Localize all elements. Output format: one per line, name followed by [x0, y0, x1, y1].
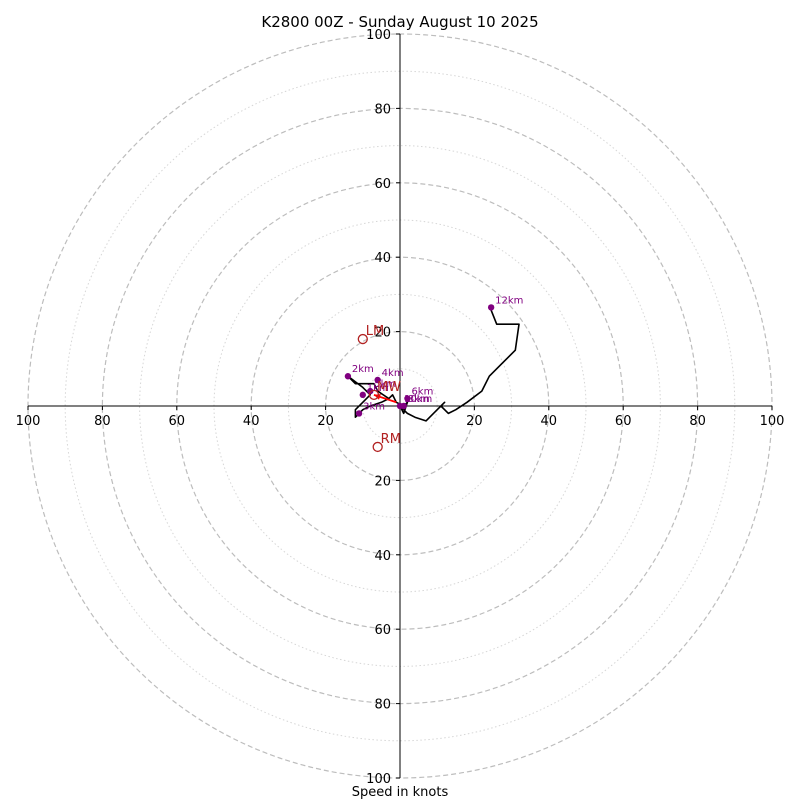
y-tick-label: 20	[374, 474, 391, 489]
storm-motion-label-lm: LM	[366, 324, 384, 339]
height-label-6km: 6km	[411, 387, 433, 398]
height-marker-3km	[355, 410, 363, 417]
height-marker-10km	[396, 402, 404, 410]
chart-title: K2800 00Z - Sunday August 10 2025	[261, 13, 538, 31]
storm-motion-label-rm: RM	[381, 432, 401, 447]
x-tick-label: 80	[689, 414, 706, 429]
height-marker-5km	[367, 387, 374, 395]
height-marker-4km	[374, 376, 381, 384]
y-tick-label: 100	[366, 28, 391, 43]
height-label-3km: 3km	[363, 401, 385, 412]
height-label-1km: 1km	[367, 383, 389, 394]
y-tick-label: 100	[366, 772, 391, 787]
shear-arrowhead	[373, 393, 381, 400]
y-tick-label: 20	[374, 326, 391, 341]
y-tick-label: 80	[374, 102, 391, 117]
y-tick-label: 40	[374, 549, 391, 564]
x-tick-label: 100	[16, 414, 41, 429]
height-label-8km: 8km	[408, 394, 430, 405]
storm-motion-lm	[357, 333, 368, 345]
height-label-2km: 2km	[352, 364, 374, 375]
x-tick-label: 20	[317, 414, 334, 429]
x-tick-label: 60	[615, 414, 632, 429]
axis-ticks: 100 100 80 80 60 60 40 40 20 20 20 20 40 40 60 60 80 80 10…	[16, 28, 785, 787]
x-tick-label: 100	[760, 414, 785, 429]
height-label-5km: 5km	[374, 379, 396, 390]
height-label-4km: 4km	[382, 368, 404, 379]
height-marker-12km	[487, 304, 495, 311]
y-tick-label: 40	[374, 251, 391, 266]
x-tick-label: 20	[466, 414, 483, 429]
height-marker-2km	[344, 373, 352, 380]
y-tick-label: 60	[374, 177, 391, 192]
x-axis-label: Speed in knots	[352, 785, 449, 800]
x-tick-label: 40	[243, 414, 260, 429]
storm-motion-rm	[372, 441, 383, 453]
height-marker-6km	[404, 395, 411, 402]
storm-motion-label-mw: MW	[377, 380, 401, 395]
storm-motion-mw	[368, 389, 380, 400]
y-tick-label: 60	[374, 623, 391, 638]
x-tick-label: 60	[169, 414, 186, 429]
y-tick-label: 80	[374, 698, 391, 713]
height-label-12km: 12km	[495, 295, 523, 306]
x-tick-label: 40	[541, 414, 558, 429]
height-marker-1km	[359, 391, 366, 399]
height-label-10km: 10km	[404, 394, 432, 405]
storm-motions: LM MW RM	[357, 324, 401, 453]
x-tick-label: 80	[94, 414, 111, 429]
